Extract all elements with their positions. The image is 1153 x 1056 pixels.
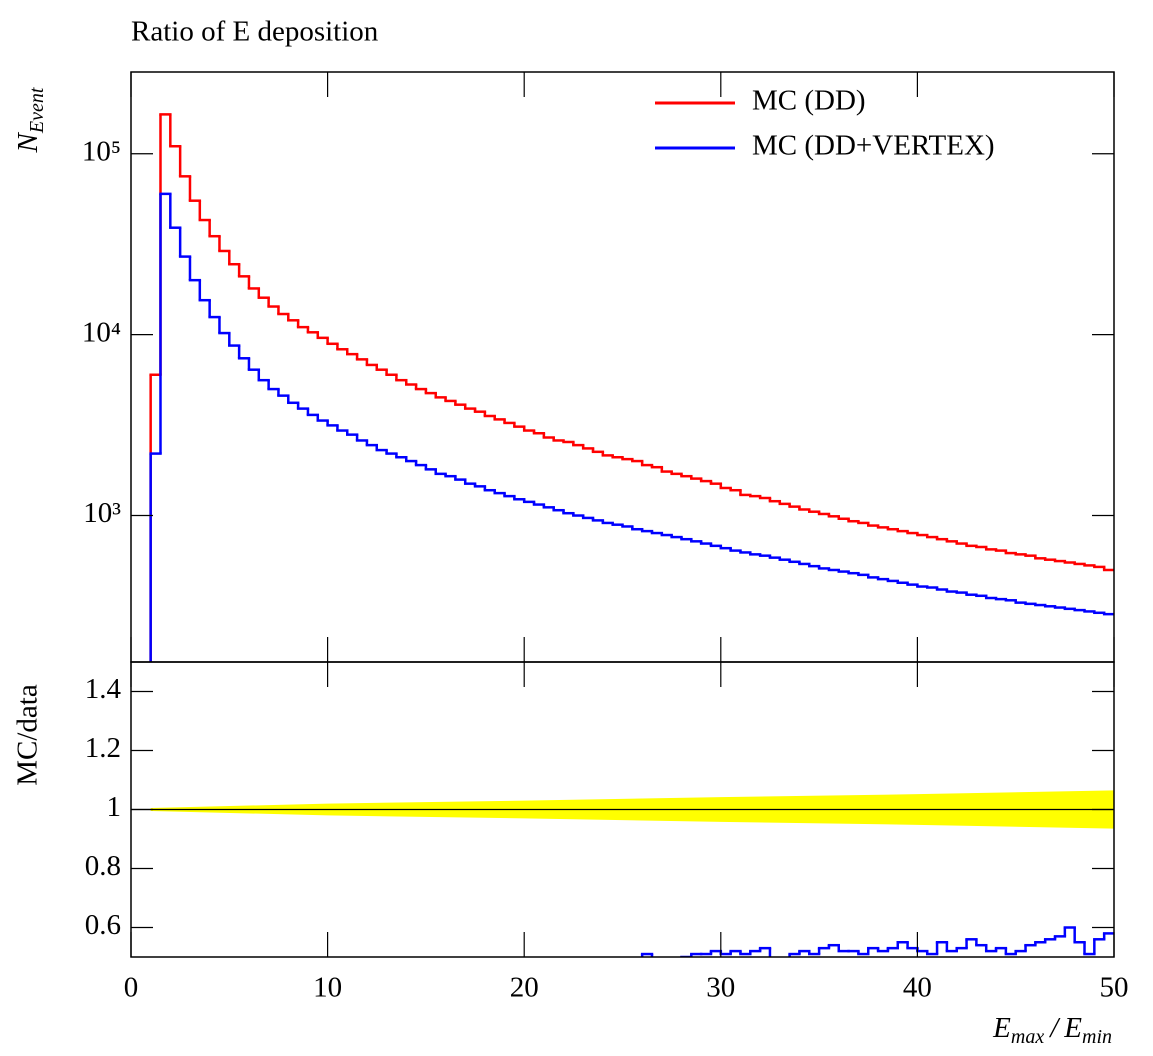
y-tick-label: 1 <box>107 791 122 823</box>
x-tick-label: 50 <box>1100 972 1129 1004</box>
x-axis-label: Emax / Emin <box>992 1012 1112 1048</box>
y-label-sub: Event <box>26 87 48 134</box>
legend-label: MC (DD) <box>752 85 866 117</box>
y-tick-label: 10⁵ <box>82 135 121 167</box>
y-axis-label: NEvent <box>12 87 48 153</box>
x-label-sub: min <box>1082 1026 1112 1048</box>
y-tick-label: 10³ <box>83 497 121 529</box>
upper-plot <box>149 113 1114 662</box>
y-tick-label: 0.6 <box>85 909 121 941</box>
x-tick-label: 30 <box>706 972 735 1004</box>
x-tick-label: 10 <box>313 972 342 1004</box>
x-label-sep: / <box>1048 1012 1061 1044</box>
y-tick-label: 10⁴ <box>82 316 121 348</box>
y-tick-label: 0.8 <box>85 850 121 882</box>
x-label-sub: max <box>1011 1026 1044 1048</box>
chart-title: Ratio of E deposition <box>131 16 379 48</box>
x-label-part: E <box>992 1012 1011 1044</box>
x-tick-label: 40 <box>903 972 932 1004</box>
y-tick-label: 1.4 <box>85 673 122 705</box>
y-label-main: N <box>12 131 44 153</box>
y-tick-label: 1.2 <box>85 732 121 764</box>
x-tick-label: 20 <box>510 972 539 1004</box>
legend-label: MC (DD+VERTEX) <box>752 130 995 162</box>
x-label-part: E <box>1063 1012 1082 1044</box>
lower-plot <box>131 790 1114 957</box>
x-tick-label: 0 <box>124 972 139 1004</box>
ratio-axis-label: MC/data <box>12 684 44 786</box>
